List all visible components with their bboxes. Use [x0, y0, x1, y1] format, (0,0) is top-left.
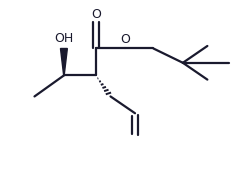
Text: OH: OH [54, 32, 74, 45]
Text: O: O [91, 8, 101, 21]
Text: O: O [120, 33, 130, 46]
Polygon shape [61, 49, 67, 75]
